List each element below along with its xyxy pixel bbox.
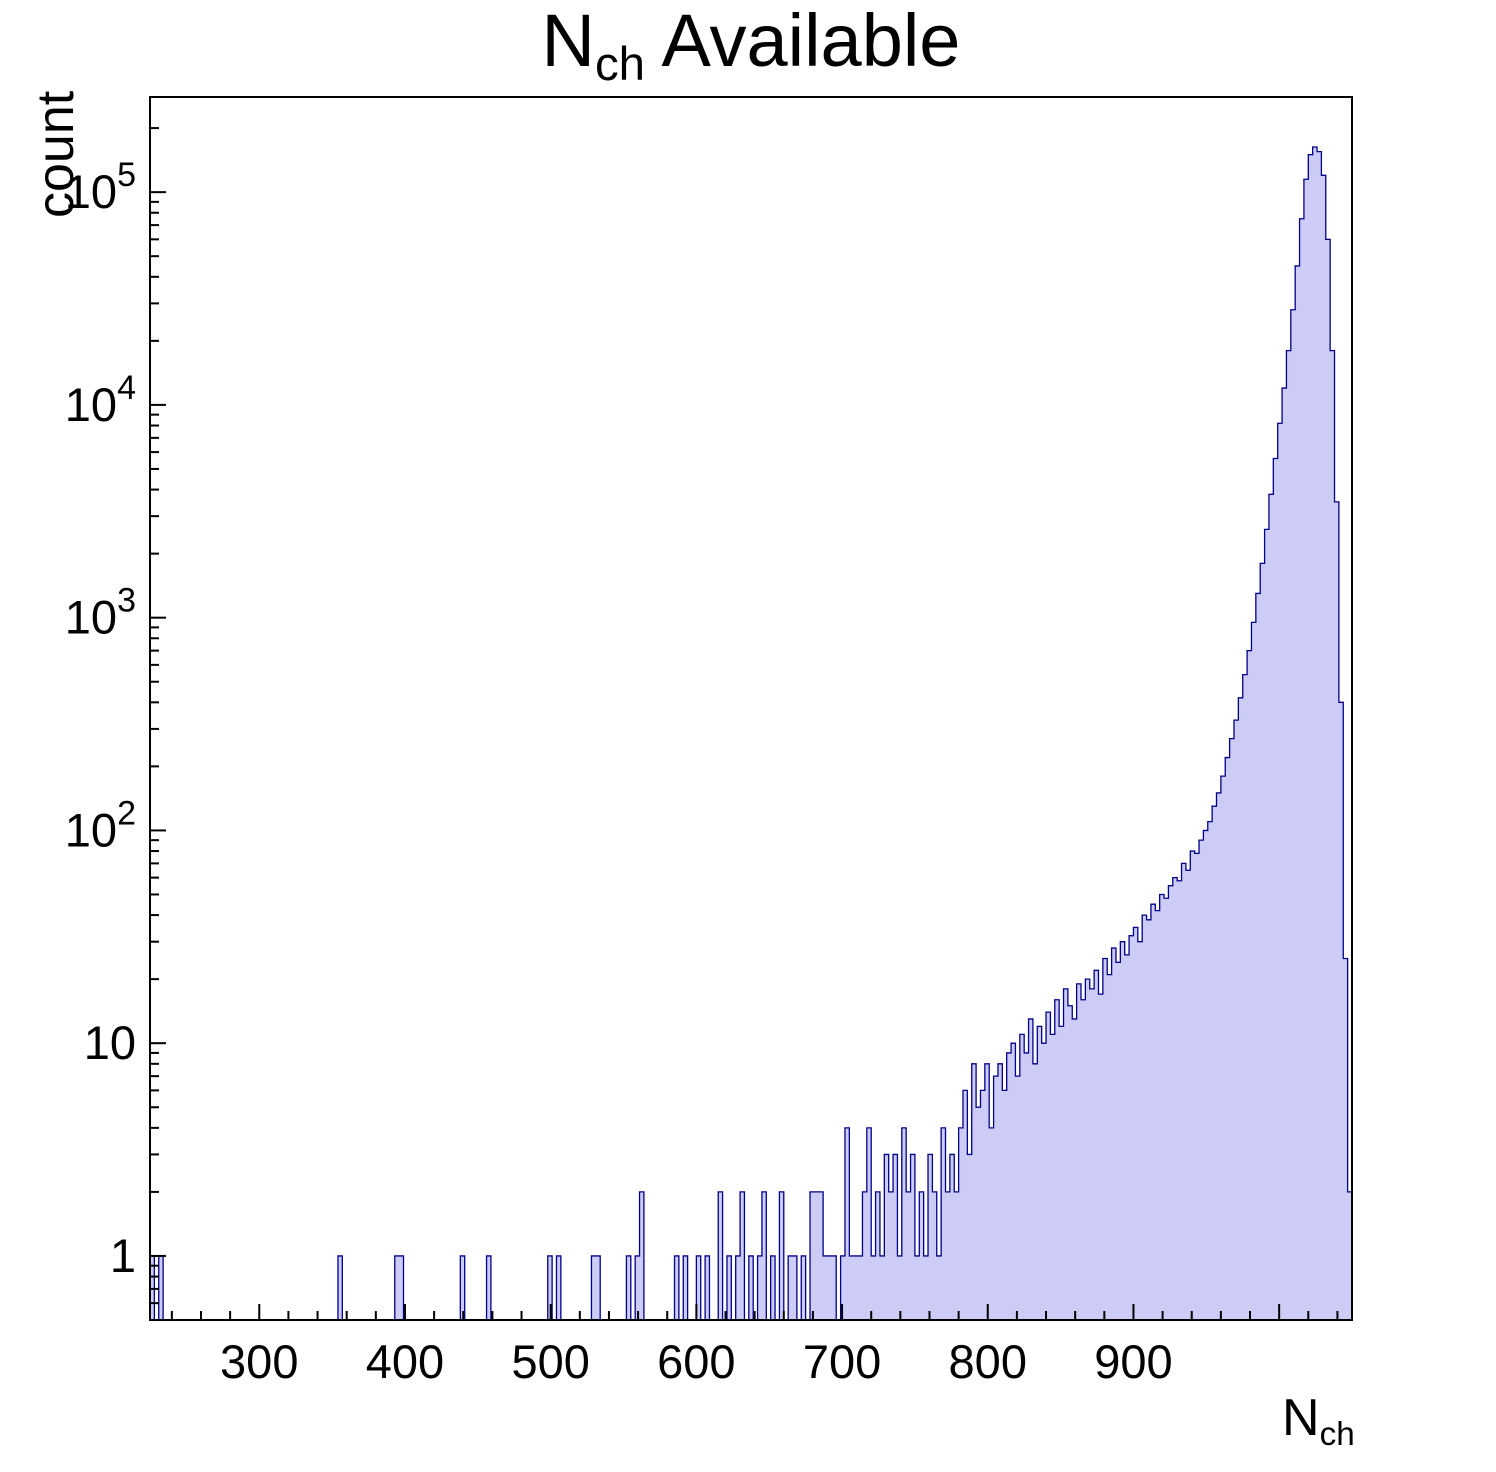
x-label-prefix: N (1282, 1389, 1320, 1447)
title-subscript: ch (594, 38, 646, 92)
axis-tick-labels: 300 400 500 600 700 800 900 1 10 102 103 104 105 (65, 156, 1173, 1388)
x-axis-label: Nch (1282, 1388, 1355, 1454)
title-suffix: Available (645, 0, 961, 82)
y-tick-label: 10 (84, 1016, 136, 1069)
histogram-series (149, 146, 1353, 1321)
y-tick-label: 102 (65, 794, 136, 856)
y-tick-label: 104 (65, 369, 136, 431)
plot-frame (149, 96, 1353, 1321)
x-tick-label: 300 (220, 1335, 298, 1388)
title-prefix: N (541, 0, 595, 82)
x-tick-label: 600 (657, 1335, 735, 1388)
x-tick-label: 500 (511, 1335, 589, 1388)
x-tick-label: 900 (1094, 1335, 1172, 1388)
axis-ticks (150, 127, 1339, 1320)
y-tick-label: 105 (65, 156, 136, 218)
x-tick-label: 400 (366, 1335, 444, 1388)
y-tick-label: 103 (65, 582, 136, 644)
y-axis-label: count (27, 90, 85, 218)
x-label-subscript: ch (1319, 1415, 1355, 1453)
y-tick-label: 1 (110, 1229, 136, 1282)
x-tick-label: 800 (949, 1335, 1027, 1388)
chart-title: Nch Available (150, 2, 1352, 90)
x-tick-label: 700 (803, 1335, 881, 1388)
